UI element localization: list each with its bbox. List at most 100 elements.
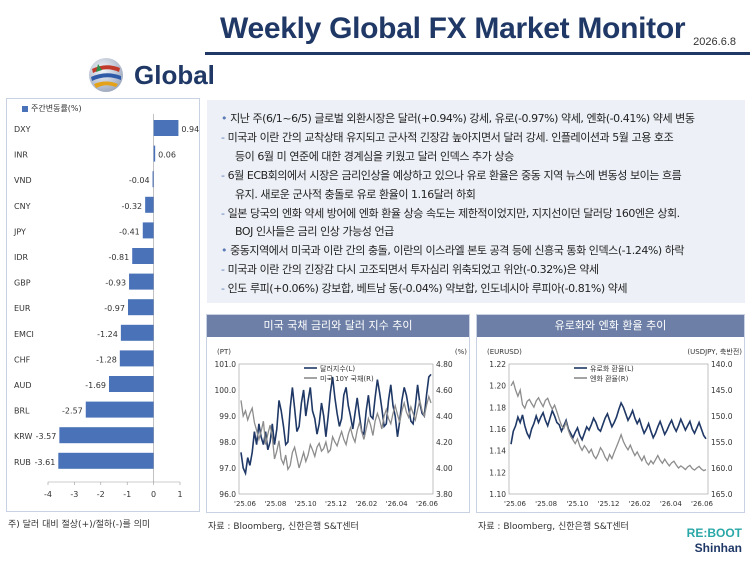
x-tick-label: '25.10 [566,500,588,508]
x-tick-label: '25.12 [598,500,620,508]
x-tick-label: '26.02 [629,500,651,508]
x-tick-label: '25.10 [295,500,317,508]
fx-footnote: 주) 달러 대비 절상(+)/절하(-)를 의미 [8,520,151,530]
summary-text: 미국과 이란 간의 교착상태 유지되고 군사적 긴장감 높아지면서 달러 강세.… [224,130,674,144]
category-label: CHF [14,355,31,364]
plot-frame [238,363,434,495]
bar-dxy [153,120,179,136]
right-unit: (%) [455,348,467,356]
eur-jpy-chart: (EURUSD) (USDJPY, 축반전) 1.22 1.20 1.18 1.16 1.1… [487,347,742,508]
summary-text: 지난 주(6/1~6/5) 글로벌 외환시장은 달러(+0.94%) 강세, 유… [227,112,695,125]
value-label: -1.24 [97,330,118,339]
category-label: BRL [14,407,30,416]
summary-marker: - [221,130,225,144]
y-right-tick: 4.00 [436,464,453,473]
y-right-tick: 160.0 [711,464,733,473]
fx-legend: 주간변동률(%) [22,103,82,114]
y-right-tick: 140.0 [711,360,733,369]
x-tick-label: -3 [70,490,78,499]
summary-text: BOJ 인사들은 금리 인상 가능성 언급 [235,225,394,239]
page-title: Weekly Global FX Market Monitor [220,12,686,45]
logo-reboot: RE:BOOT [686,526,742,540]
bar-vnd [152,171,154,188]
bar-aud [108,376,154,392]
category-label: JPY [13,227,26,236]
summary-text: 일본 당국의 엔화 약세 방어에 엔화 환율 상승 속도는 제한적이었지만, 지… [224,206,681,220]
y-right-tick: 3.80 [436,490,453,499]
value-label: -3.57 [36,432,57,441]
y-right-tick: 155.0 [711,438,733,447]
plot-frame [508,363,709,495]
y-left-tick: 98.0 [219,438,236,447]
x-tick-label: -1 [123,490,131,499]
x-tick-label: -2 [97,490,105,499]
x-tick-label: '25.06 [234,500,257,508]
legend-label-1: 미국 10Y 국채(R) [320,374,374,383]
summary-line: - 인도 루피(+0.06%) 강보합, 베트남 동(-0.04%) 약보합, … [221,280,628,296]
bar-emci [120,324,154,341]
value-label: -0.81 [109,253,130,262]
summary-line: • 지난 주(6/1~6/5) 글로벌 외환시장은 달러(+0.94%) 강세,… [221,110,695,126]
series-line-0 [510,401,707,445]
x-tick-label: -4 [44,490,52,499]
left-unit: (PT) [217,348,231,356]
x-tick-label: '26.02 [355,500,377,508]
value-label: -1.69 [85,381,106,390]
y-left-tick: 1.16 [489,425,506,434]
y-left-tick: 1.22 [489,360,506,369]
category-label: INR [14,151,28,160]
summary-box: • 지난 주(6/1~6/5) 글로벌 외환시장은 달러(+0.94%) 강세,… [207,100,745,303]
category-label: KRW [14,432,32,441]
summary-line: 유지. 새로운 군사적 충돌로 유로 환율이 1.16달러 하회 [235,186,476,202]
category-label: RUB [14,458,31,467]
rates-dollar-chart: (PT) (%) 101.0 100.0 99.0 98.0 97.0 96.0 4.80 4.6… [215,348,468,508]
chart1-source: 자료 : Bloomberg, 신한은행 S&T센터 [208,522,359,532]
series-line-0 [240,373,432,477]
summary-text: 인도 루피(+0.06%) 강보합, 베트남 동(-0.04%) 약보합, 인도… [224,282,628,296]
left-unit: (EURUSD) [487,348,522,356]
bar-idr [132,248,154,264]
chart2-source: 자료 : Bloomberg, 신한은행 S&T센터 [478,522,629,532]
category-label: IDR [14,253,29,262]
legend-label-0: 달러지수(L) [320,364,355,373]
summary-line: - 미국과 이란 간의 긴장감 다시 고조되면서 투자심리 위축되었고 위안(-… [221,261,599,277]
x-tick-label: '25.08 [264,500,286,508]
x-tick-label: '25.06 [504,500,527,508]
summary-marker: - [221,282,225,296]
report-date: 2026.6.8 [693,36,736,48]
x-tick-label: '25.08 [535,500,557,508]
series-line-1 [240,394,432,472]
category-label: CNY [14,202,31,211]
bar-chf [119,350,154,367]
value-label: -0.32 [121,202,142,211]
legend-label-1: 엔화 환율(R) [590,374,629,383]
y-left-tick: 100.0 [215,386,237,395]
y-right-tick: 4.20 [436,438,453,447]
summary-marker: - [221,168,225,182]
summary-line: - 미국과 이란 간의 교착상태 유지되고 군사적 긴장감 높아지면서 달러 강… [221,129,674,145]
x-tick-label: '25.12 [325,500,347,508]
value-label: -3.61 [35,458,56,467]
y-right-tick: 4.60 [436,386,453,395]
legend-swatch [22,105,28,112]
summary-line: - 6월 ECB회의에서 시장은 금리인상을 예상하고 있으나 유로 환율은 중… [221,167,682,183]
summary-line: 등이 6월 미 연준에 대한 경계심을 키웠고 달러 인덱스 추가 상승 [235,148,514,164]
summary-text: 6월 ECB회의에서 시장은 금리인상을 예상하고 있으나 유로 환율은 중동 … [224,168,682,182]
summary-marker: - [221,263,225,277]
x-tick-label: '26.04 [386,500,409,508]
bar-brl [85,401,154,418]
globe-icon [89,58,123,92]
chart2-header: 유로화와 엔화 환율 추이 [477,315,744,337]
summary-text: 미국과 이란 간의 긴장감 다시 고조되면서 투자심리 위축되었고 위안(-0.… [224,263,600,277]
y-right-tick: 145.0 [711,386,733,395]
y-left-tick: 1.12 [489,468,506,477]
chart1-header: 미국 국채 금리와 달러 지수 추이 [207,315,469,337]
bar-inr [153,145,156,162]
bar-rub [58,452,154,469]
fx-bar-chart: DXY 0.94 INR 0.06 VND -0.04 CNY -0.32 JPY -0.41 ID… [13,114,199,499]
x-tick-label: 0 [151,490,156,499]
category-label: EUR [14,304,31,313]
value-label: -1.28 [96,355,117,364]
summary-line: - 일본 당국의 엔화 약세 방어에 엔화 환율 상승 속도는 제한적이었지만,… [221,205,680,221]
y-left-tick: 97.0 [219,464,236,473]
